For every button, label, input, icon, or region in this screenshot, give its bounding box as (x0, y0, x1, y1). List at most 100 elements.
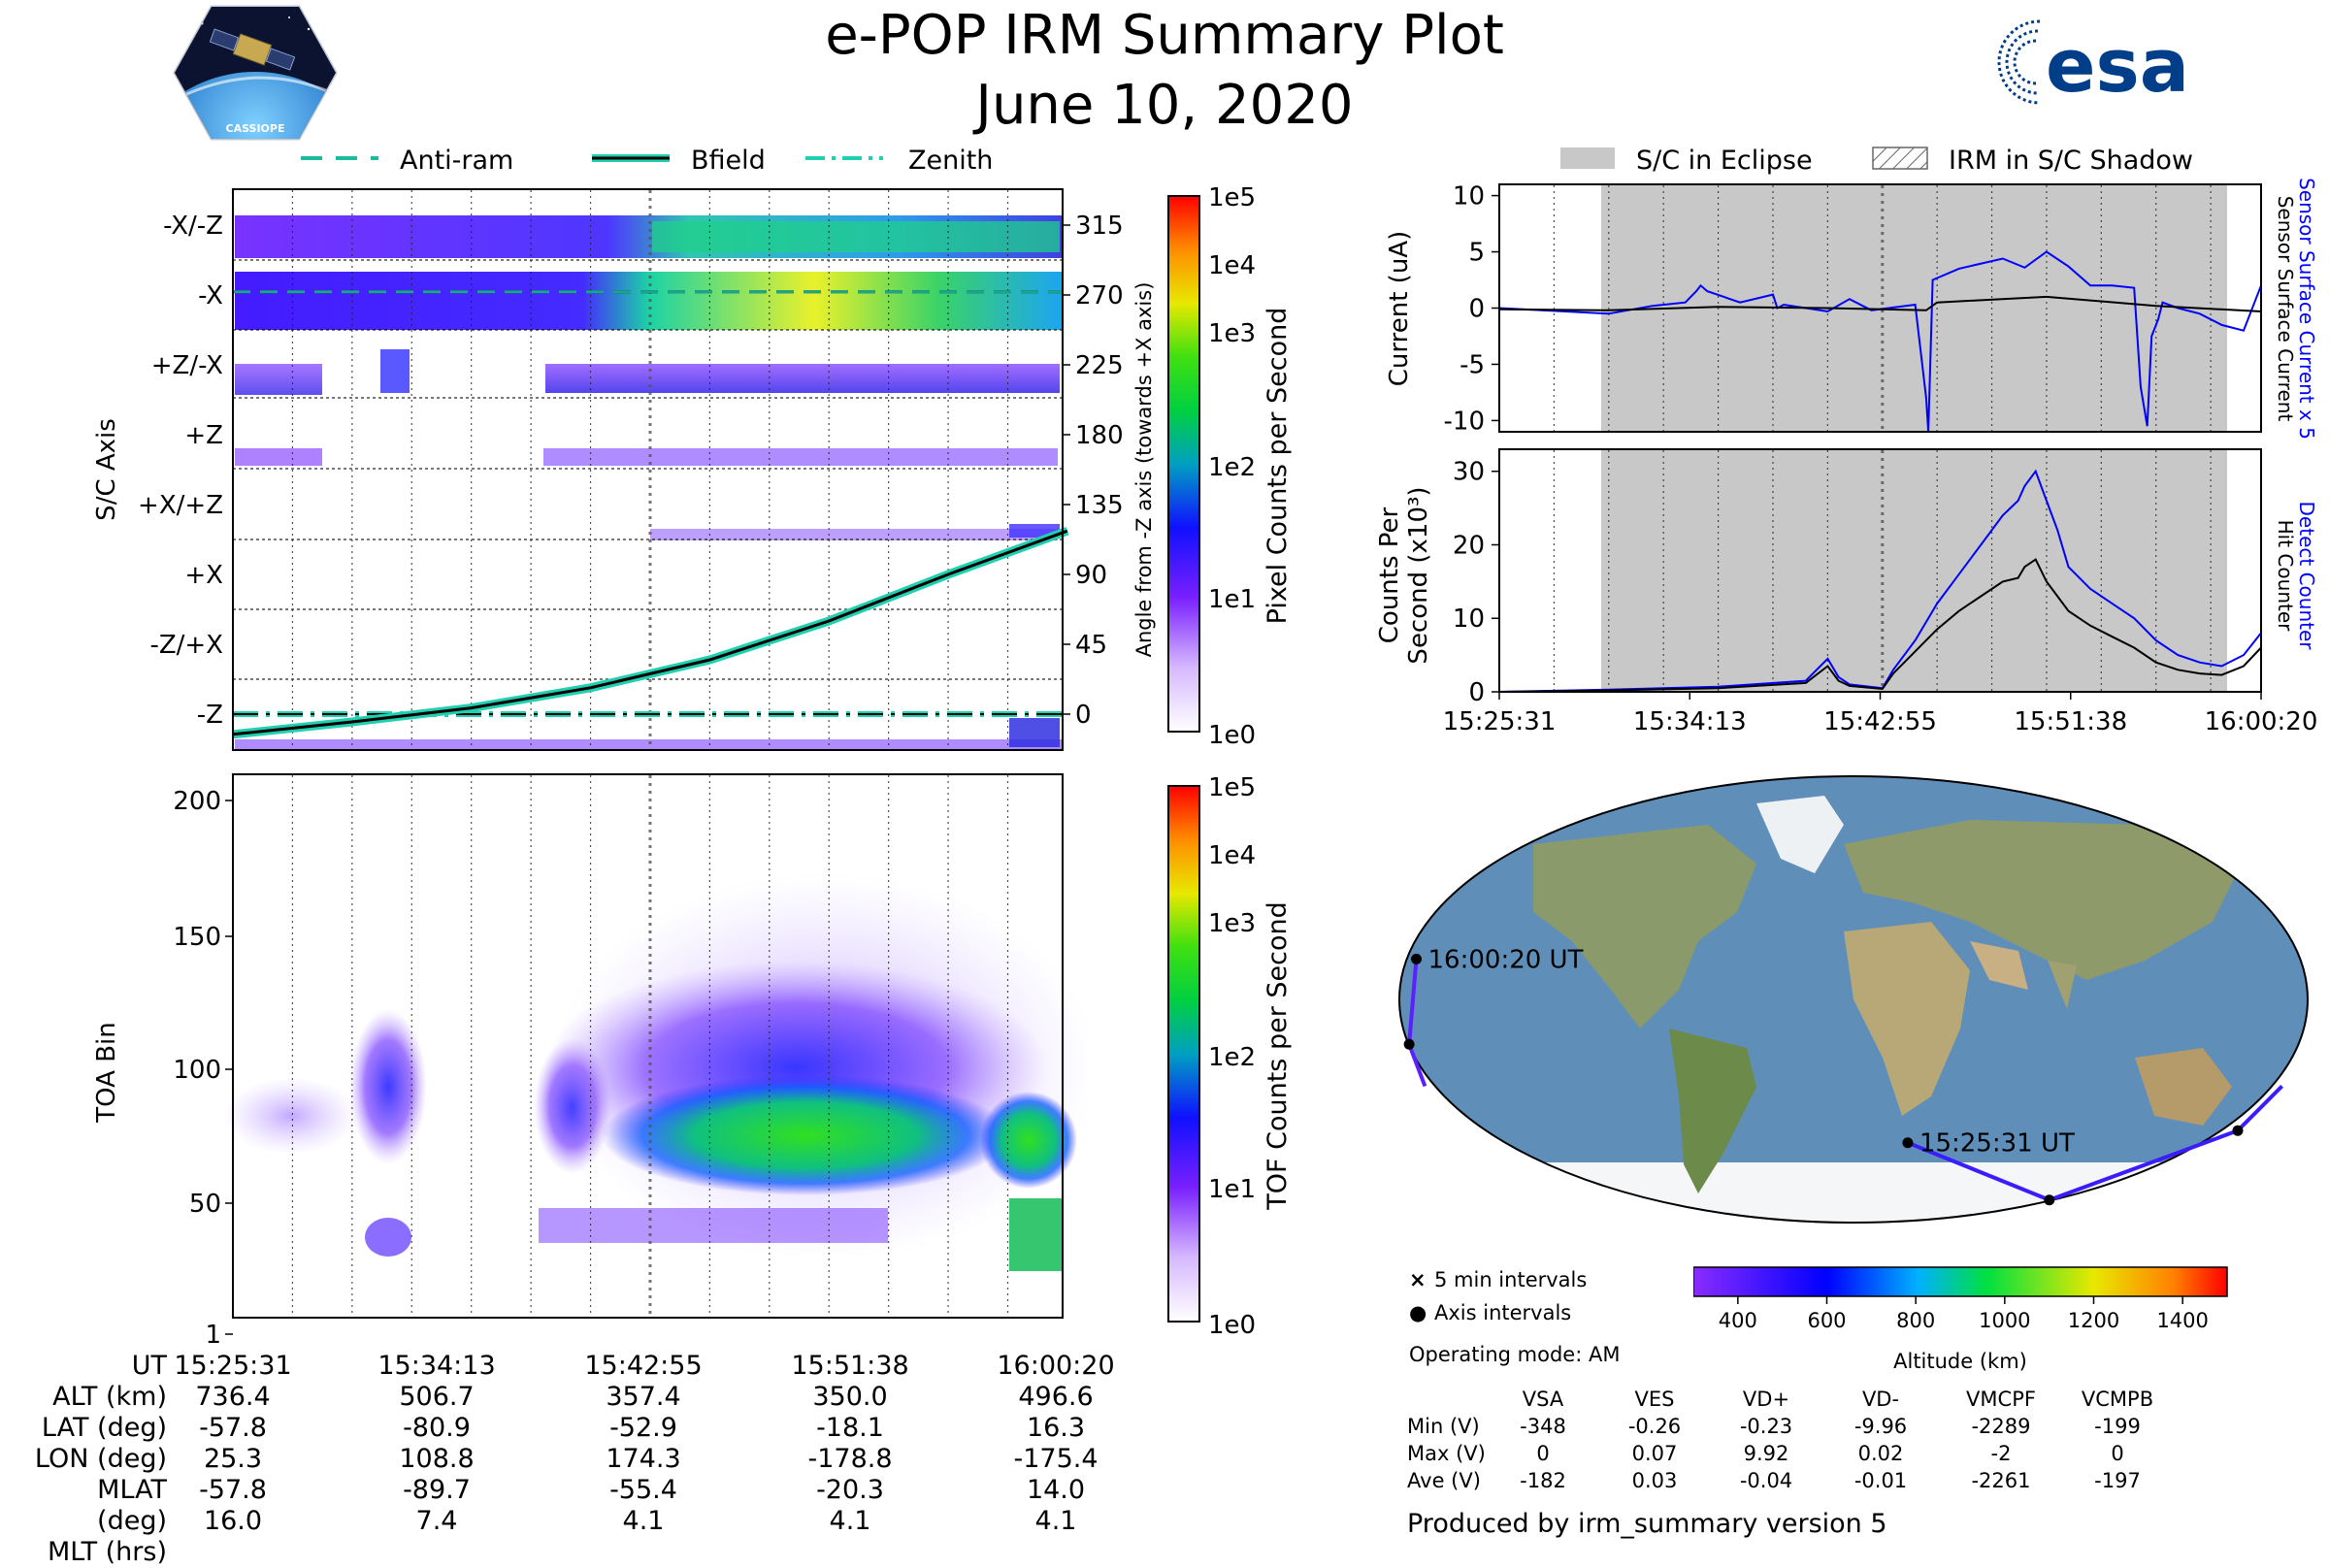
toa-spectrogram-panel: 200 150 100 50 1 TOA Bin (92, 773, 1087, 1350)
produced-by: Produced by irm_summary version 5 (1407, 1509, 1887, 1539)
voltage-cell: -0.04 (1739, 1469, 1793, 1492)
legend-axis: ● Axis intervals (1409, 1296, 1587, 1329)
voltage-cell: 0 (1536, 1442, 1550, 1465)
current-series (1498, 250, 2262, 433)
pcbar-tick-1e0: 1e0 (1208, 721, 1256, 750)
ephem-cell: -89.7 (403, 1475, 471, 1505)
esa-logo-text: esa (2046, 22, 2189, 109)
legend-5min-label: 5 min intervals (1434, 1268, 1588, 1291)
rtick-45: 45 (1075, 631, 1107, 660)
pcbar-tick-1e1: 1e1 (1208, 585, 1256, 614)
mission-logo-text: CASSIOPE (226, 122, 285, 135)
pixel-time-gridlines (291, 190, 1009, 749)
operating-mode: Operating mode: AM (1409, 1343, 1621, 1366)
voltage-row-label: Min (V) (1407, 1415, 1480, 1438)
x-marker-icon: × (1409, 1268, 1427, 1291)
hit-xticks: 15:25:31 15:34:13 15:42:55 15:51:38 16:00:20 (1443, 692, 2318, 736)
track-point-label: 15:25:31 UT (1919, 1129, 2075, 1159)
voltage-row: Max (V) 0 0.07 9.92 0.02 -2 0 (1397, 1440, 2271, 1467)
altitude-colorbar-label: Altitude (km) (1893, 1350, 2027, 1373)
hit-ytick-label: 0 (1468, 678, 1485, 707)
current-yticks: 10 5 0 -5 -10 (1444, 182, 1499, 436)
hit-rate-panel: 30 20 10 0 15:25:31 15:34:13 15:42:55 15:51:38… (1375, 448, 2318, 736)
ephem-cell: 506.7 (399, 1382, 475, 1412)
current-panel: 10 5 0 -5 -10 Current (uA) Sensor Surface Cu… (1385, 178, 2318, 440)
ephem-label-lat: LAT (deg) (41, 1413, 167, 1443)
dot-marker-icon: ● (1409, 1301, 1427, 1324)
hit-xtick-label: 15:42:55 (1823, 707, 1937, 736)
voltage-cell: -199 (2094, 1415, 2141, 1438)
track-axis-point (2232, 1125, 2244, 1136)
ephem-cell: 15:51:38 (791, 1351, 909, 1381)
ephem-label-mlat: MLAT (deg) (97, 1475, 167, 1536)
voltage-cell: -0.01 (1853, 1469, 1908, 1492)
current-panel-legend: S/C in Eclipse IRM in S/C Shadow (1560, 146, 2193, 176)
vh-ves: VES (1634, 1388, 1675, 1411)
hit-xtick-label: 15:34:13 (1633, 707, 1747, 736)
rtick-315: 315 (1075, 212, 1124, 241)
tcbar-tick-1e3: 1e3 (1208, 909, 1256, 938)
ephem-cell: 736.4 (195, 1382, 271, 1412)
ephem-cell: -52.9 (609, 1413, 677, 1443)
toa-time-gridlines (291, 775, 1009, 1317)
ycat-px: +X (184, 561, 223, 590)
series-line-hit-counter (1498, 558, 2262, 693)
current-ytick-label: 10 (1453, 182, 1485, 212)
legend-anti-ram: Anti-ram (400, 146, 513, 176)
legend-zenith: Zenith (908, 146, 993, 176)
current-right-label-black: Sensor Surface Current (2274, 196, 2297, 422)
track-segment-east (1907, 1084, 2284, 1202)
altitude-colorbar-ticks: 400 600 800 1000 1200 1400 (1719, 1296, 2209, 1332)
hit-yticks: 30 20 10 0 (1453, 458, 1499, 707)
rtick-90: 90 (1075, 561, 1107, 590)
pixel-right-ticks: 315 270 225 180 135 90 45 0 (1063, 212, 1124, 730)
ephem-cell: 14.0 (1026, 1475, 1086, 1505)
ephem-cell: 4.1 (1034, 1506, 1077, 1536)
voltage-table: VSA VES VD+ VD- VMCPF VCMPB Min (V) -348 -… (1397, 1386, 2271, 1494)
ephem-cell: -178.8 (807, 1444, 893, 1474)
track-axis-point (2044, 1194, 2055, 1206)
track-axis-point (1411, 953, 1423, 964)
ephem-col-3: 15:51:38 350.0 -18.1 -178.8 -20.3 4.1 (763, 1351, 937, 1537)
ephem-col-0: 15:25:31 736.4 -57.8 25.3 -57.8 16.0 (146, 1351, 320, 1537)
legend-bfield: Bfield (691, 146, 766, 176)
ground-track: 15:25:31 UT 16:00:20 UT (1403, 945, 2284, 1206)
pixel-right-ylabel: Angle from -Z axis (towards +X axis) (1132, 282, 1156, 658)
alt-tick-label: 1400 (2156, 1309, 2208, 1332)
tof-colorbar-label: TOF Counts per Second (1263, 901, 1293, 1211)
bfield-line (232, 529, 1068, 736)
voltage-cell: -2261 (1971, 1469, 2031, 1492)
ephem-cell: 350.0 (812, 1382, 888, 1412)
voltage-cell: 0.07 (1631, 1442, 1678, 1465)
vh-vmcpf: VMCPF (1966, 1388, 2036, 1411)
ephem-cell: 15:42:55 (584, 1351, 703, 1381)
vh-vcmpb: VCMPB (2081, 1388, 2154, 1411)
hit-xtick-label: 16:00:20 (2205, 707, 2318, 736)
ycat-xmz: -X/-Z (163, 212, 223, 241)
ephem-cell: 16.0 (203, 1506, 263, 1536)
altitude-colorbar: 400 600 800 1000 1200 1400 Altitude (km) (1693, 1266, 2228, 1373)
toa-heat-blobs (223, 873, 1087, 1271)
hit-right-label-black: Hit Counter (2274, 520, 2297, 632)
ephem-col-1: 15:34:13 506.7 -80.9 108.8 -89.7 7.4 (349, 1351, 524, 1537)
toa-ytick-1: 1 (205, 1321, 221, 1350)
rtick-135: 135 (1075, 491, 1124, 520)
vh-vdp: VD+ (1742, 1388, 1790, 1411)
legend-eclipse: S/C in Eclipse (1636, 146, 1813, 176)
ephem-cell: -57.8 (199, 1413, 267, 1443)
alt-tick-label: 600 (1807, 1309, 1846, 1332)
hit-ytick-label: 20 (1453, 531, 1485, 560)
series-line-detect-counter (1498, 469, 2262, 693)
current-time-gridlines (1553, 185, 2212, 431)
ephem-cell: -55.4 (609, 1475, 677, 1505)
tcbar-tick-1e5: 1e5 (1208, 776, 1256, 802)
ycat-mzpx: -Z/+X (149, 631, 223, 660)
track-axis-point (1902, 1137, 1914, 1149)
ycat-pxpz: +X/+Z (138, 491, 223, 520)
hit-ytick-label: 10 (1453, 604, 1485, 634)
toa-ytick-100: 100 (173, 1056, 221, 1085)
legend-axis-label: Axis intervals (1434, 1301, 1572, 1324)
current-ytick-label: -5 (1460, 350, 1485, 379)
pcbar-tick-1e3: 1e3 (1208, 319, 1256, 348)
